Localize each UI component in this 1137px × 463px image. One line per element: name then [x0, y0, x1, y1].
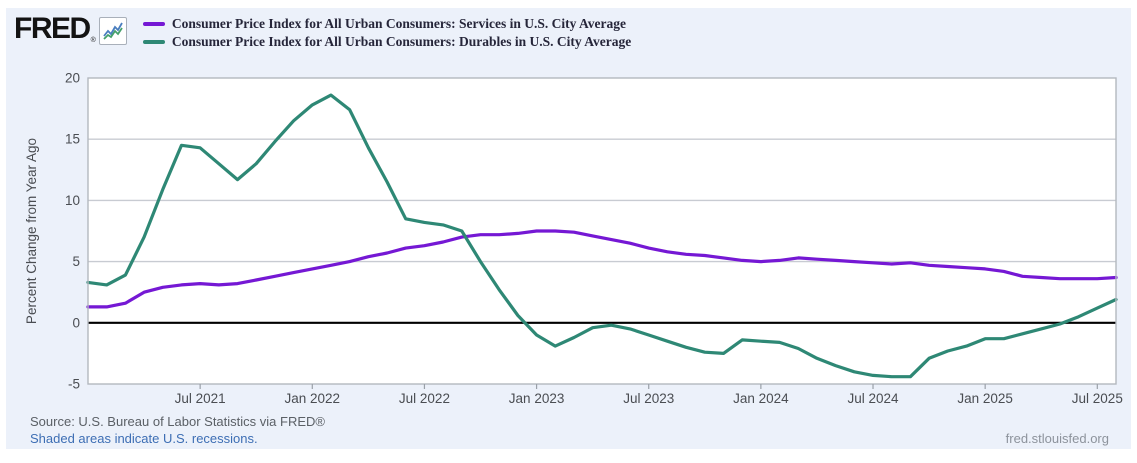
fred-logo[interactable]: FRED ® — [14, 12, 127, 45]
durables-series-line — [86, 93, 1118, 379]
legend: Consumer Price Index for All Urban Consu… — [142, 15, 632, 51]
plot-border — [87, 77, 1117, 385]
source-note: Source: U.S. Bureau of Labor Statistics … — [30, 414, 325, 429]
x-tick-label: Jan 2022 — [285, 391, 341, 406]
services-series-label: Consumer Price Index for All Urban Consu… — [171, 16, 626, 31]
legend-item-services[interactable]: Consumer Price Index for All Urban Consu… — [142, 15, 631, 33]
registered-mark: ® — [90, 37, 96, 44]
legend-item-durables[interactable]: Consumer Price Index for All Urban Consu… — [142, 33, 632, 51]
y-tick-label: -5 — [68, 377, 80, 392]
x-tick-label: Jul 2023 — [623, 391, 674, 406]
y-axis-title: Percent Change from Year Ago — [24, 138, 39, 324]
cpi-line-chart[interactable]: 20 15 10 5 0 -5 Jul 2021 Jan 2022 Jul 2022 Jan 20… — [6, 8, 1137, 463]
y-tick-label: 5 — [72, 254, 80, 269]
chart-header: FRED ® Consumer Price Index for All Urba… — [14, 14, 631, 62]
x-tick-label: Jul 2022 — [399, 391, 450, 406]
recessions-link[interactable]: Shaded areas indicate U.S. recessions. — [30, 431, 258, 446]
x-tick-label: Jan 2025 — [957, 391, 1013, 406]
services-series-line — [86, 229, 1118, 309]
line-chart-icon — [98, 17, 127, 45]
y-tick-label: 0 — [72, 315, 80, 330]
fred-logo-text: FRED — [14, 12, 91, 45]
footer: Source: U.S. Bureau of Labor Statistics … — [30, 413, 325, 447]
x-tick-label: Jan 2023 — [509, 391, 565, 406]
durables-series-swatch — [142, 40, 165, 44]
x-tick-label: Jul 2024 — [847, 391, 899, 406]
y-tick-label: 20 — [65, 71, 80, 86]
x-tick-label: Jan 2024 — [733, 391, 789, 406]
plot-area[interactable] — [88, 78, 1116, 384]
chart-panel: FRED ® Consumer Price Index for All Urba… — [6, 8, 1131, 449]
fred-site-url[interactable]: fred.stlouisfed.org — [1005, 431, 1109, 446]
y-tick-label: 10 — [65, 193, 80, 208]
services-series-swatch — [142, 22, 165, 26]
x-tick-label: Jul 2021 — [175, 391, 226, 406]
durables-series-label: Consumer Price Index for All Urban Consu… — [171, 34, 632, 49]
y-tick-label: 15 — [65, 132, 80, 147]
x-tick-label: Jul 2025 — [1072, 391, 1123, 406]
